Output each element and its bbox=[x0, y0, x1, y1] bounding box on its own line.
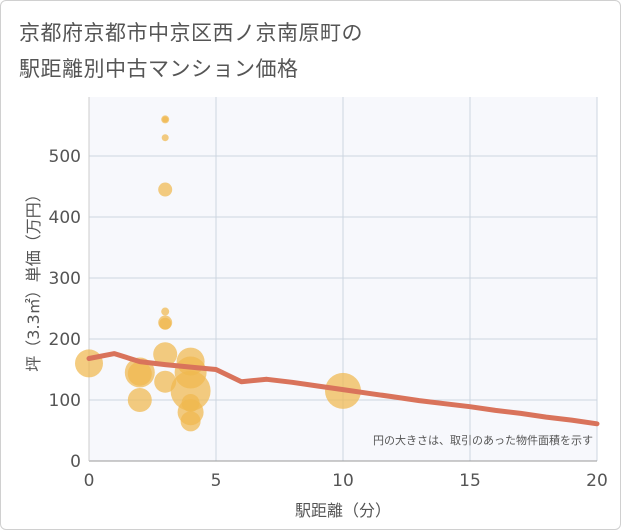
chart-title: 京都府京都市中京区西ノ京南原町の 駅距離別中古マンション価格 bbox=[19, 15, 579, 87]
grid-lines bbox=[88, 97, 598, 462]
scatter-point-3 bbox=[127, 388, 152, 412]
size-note: 円の大きさは、取引のあった物件面積を示す bbox=[373, 433, 593, 447]
y-tick-label-100: 100 bbox=[49, 391, 81, 411]
scatter-point-0 bbox=[75, 349, 103, 378]
x-axis-label: 駅距離（分） bbox=[295, 501, 391, 520]
x-tick-label-5: 5 bbox=[211, 471, 222, 491]
chart-title-line-1: 京都府京都市中京区西ノ京南原町の bbox=[19, 21, 363, 45]
scatter-point-2 bbox=[127, 361, 152, 386]
trend-line bbox=[86, 351, 600, 427]
scatter-point-6 bbox=[161, 134, 169, 142]
y-axis-label: 坪（3.3㎡）単価（万円） bbox=[24, 186, 43, 371]
trend-line-group bbox=[86, 351, 600, 427]
scatter-point-10 bbox=[159, 317, 172, 330]
axis-ticks: 0 100 200 300 400 500 0 5 10 15 20 bbox=[49, 147, 608, 491]
y-tick-label-400: 400 bbox=[49, 208, 81, 228]
scatter-point-8 bbox=[161, 307, 170, 316]
x-tick-label-10: 10 bbox=[332, 471, 354, 491]
y-tick-label-300: 300 bbox=[49, 269, 81, 289]
scatter-point-12 bbox=[154, 370, 177, 393]
x-tick-label-15: 15 bbox=[459, 471, 481, 491]
scatter-point-11 bbox=[153, 342, 178, 367]
scatter-point-18 bbox=[180, 411, 201, 432]
bubbles bbox=[75, 115, 361, 432]
y-tick-label-0: 0 bbox=[70, 452, 81, 472]
x-tick-label-0: 0 bbox=[84, 471, 95, 491]
y-tick-label-500: 500 bbox=[49, 147, 81, 167]
scatter-point-7 bbox=[158, 182, 173, 197]
scatter-point-15 bbox=[170, 370, 211, 411]
x-tick-label-20: 20 bbox=[586, 471, 608, 491]
scatter-point-5 bbox=[162, 116, 169, 123]
chart-title-line-2: 駅距離別中古マンション価格 bbox=[19, 57, 299, 81]
y-tick-label-200: 200 bbox=[49, 330, 81, 350]
